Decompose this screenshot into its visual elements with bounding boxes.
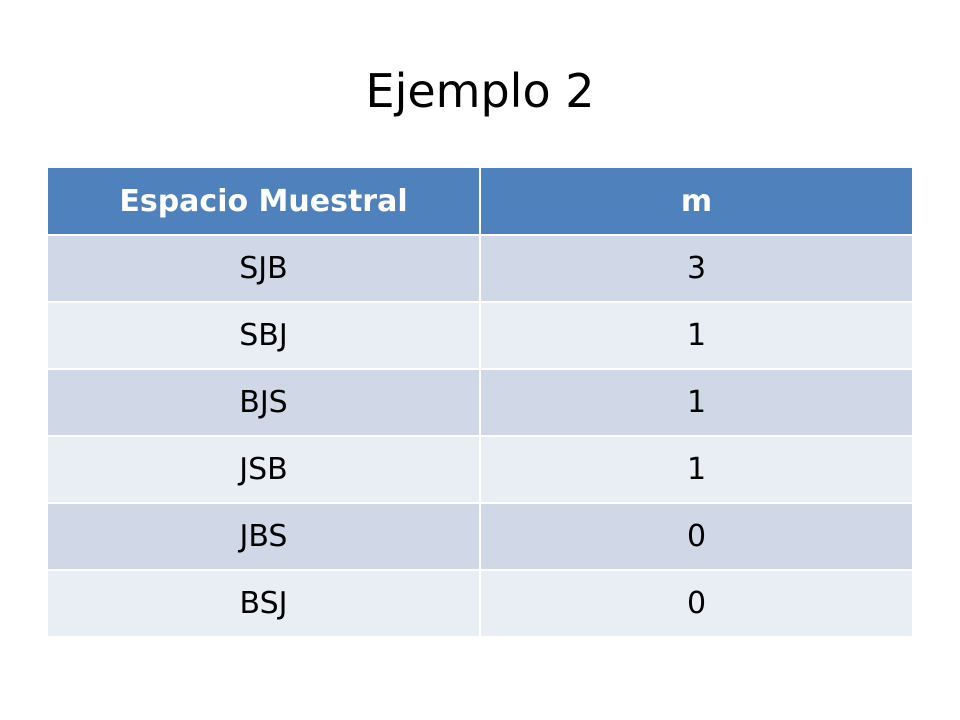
table-row: JBS 0 bbox=[48, 503, 912, 571]
column-header-espacio-muestral: Espacio Muestral bbox=[48, 168, 481, 236]
table-cell-outcome: SBJ bbox=[48, 302, 481, 370]
table-cell-outcome: BJS bbox=[48, 369, 481, 437]
column-header-m: m bbox=[480, 168, 912, 236]
table-cell-m: 3 bbox=[480, 235, 912, 303]
table-cell-m: 0 bbox=[480, 503, 912, 571]
data-table: Espacio Muestral m SJB 3 SBJ 1 BJS 1 JSB… bbox=[48, 168, 912, 636]
table-row: SBJ 1 bbox=[48, 302, 912, 370]
table-cell-outcome: JSB bbox=[48, 436, 481, 504]
table-header-row: Espacio Muestral m bbox=[48, 168, 912, 236]
table-cell-m: 1 bbox=[480, 369, 912, 437]
table-cell-outcome: SJB bbox=[48, 235, 481, 303]
table-cell-m: 1 bbox=[480, 302, 912, 370]
table-cell-m: 0 bbox=[480, 570, 912, 636]
table-row: SJB 3 bbox=[48, 235, 912, 303]
slide-title: Ejemplo 2 bbox=[365, 64, 595, 118]
table-cell-outcome: BSJ bbox=[48, 570, 481, 636]
table-row: BJS 1 bbox=[48, 369, 912, 437]
table-row: JSB 1 bbox=[48, 436, 912, 504]
table-row: BSJ 0 bbox=[48, 570, 912, 636]
table-cell-m: 1 bbox=[480, 436, 912, 504]
table-cell-outcome: JBS bbox=[48, 503, 481, 571]
